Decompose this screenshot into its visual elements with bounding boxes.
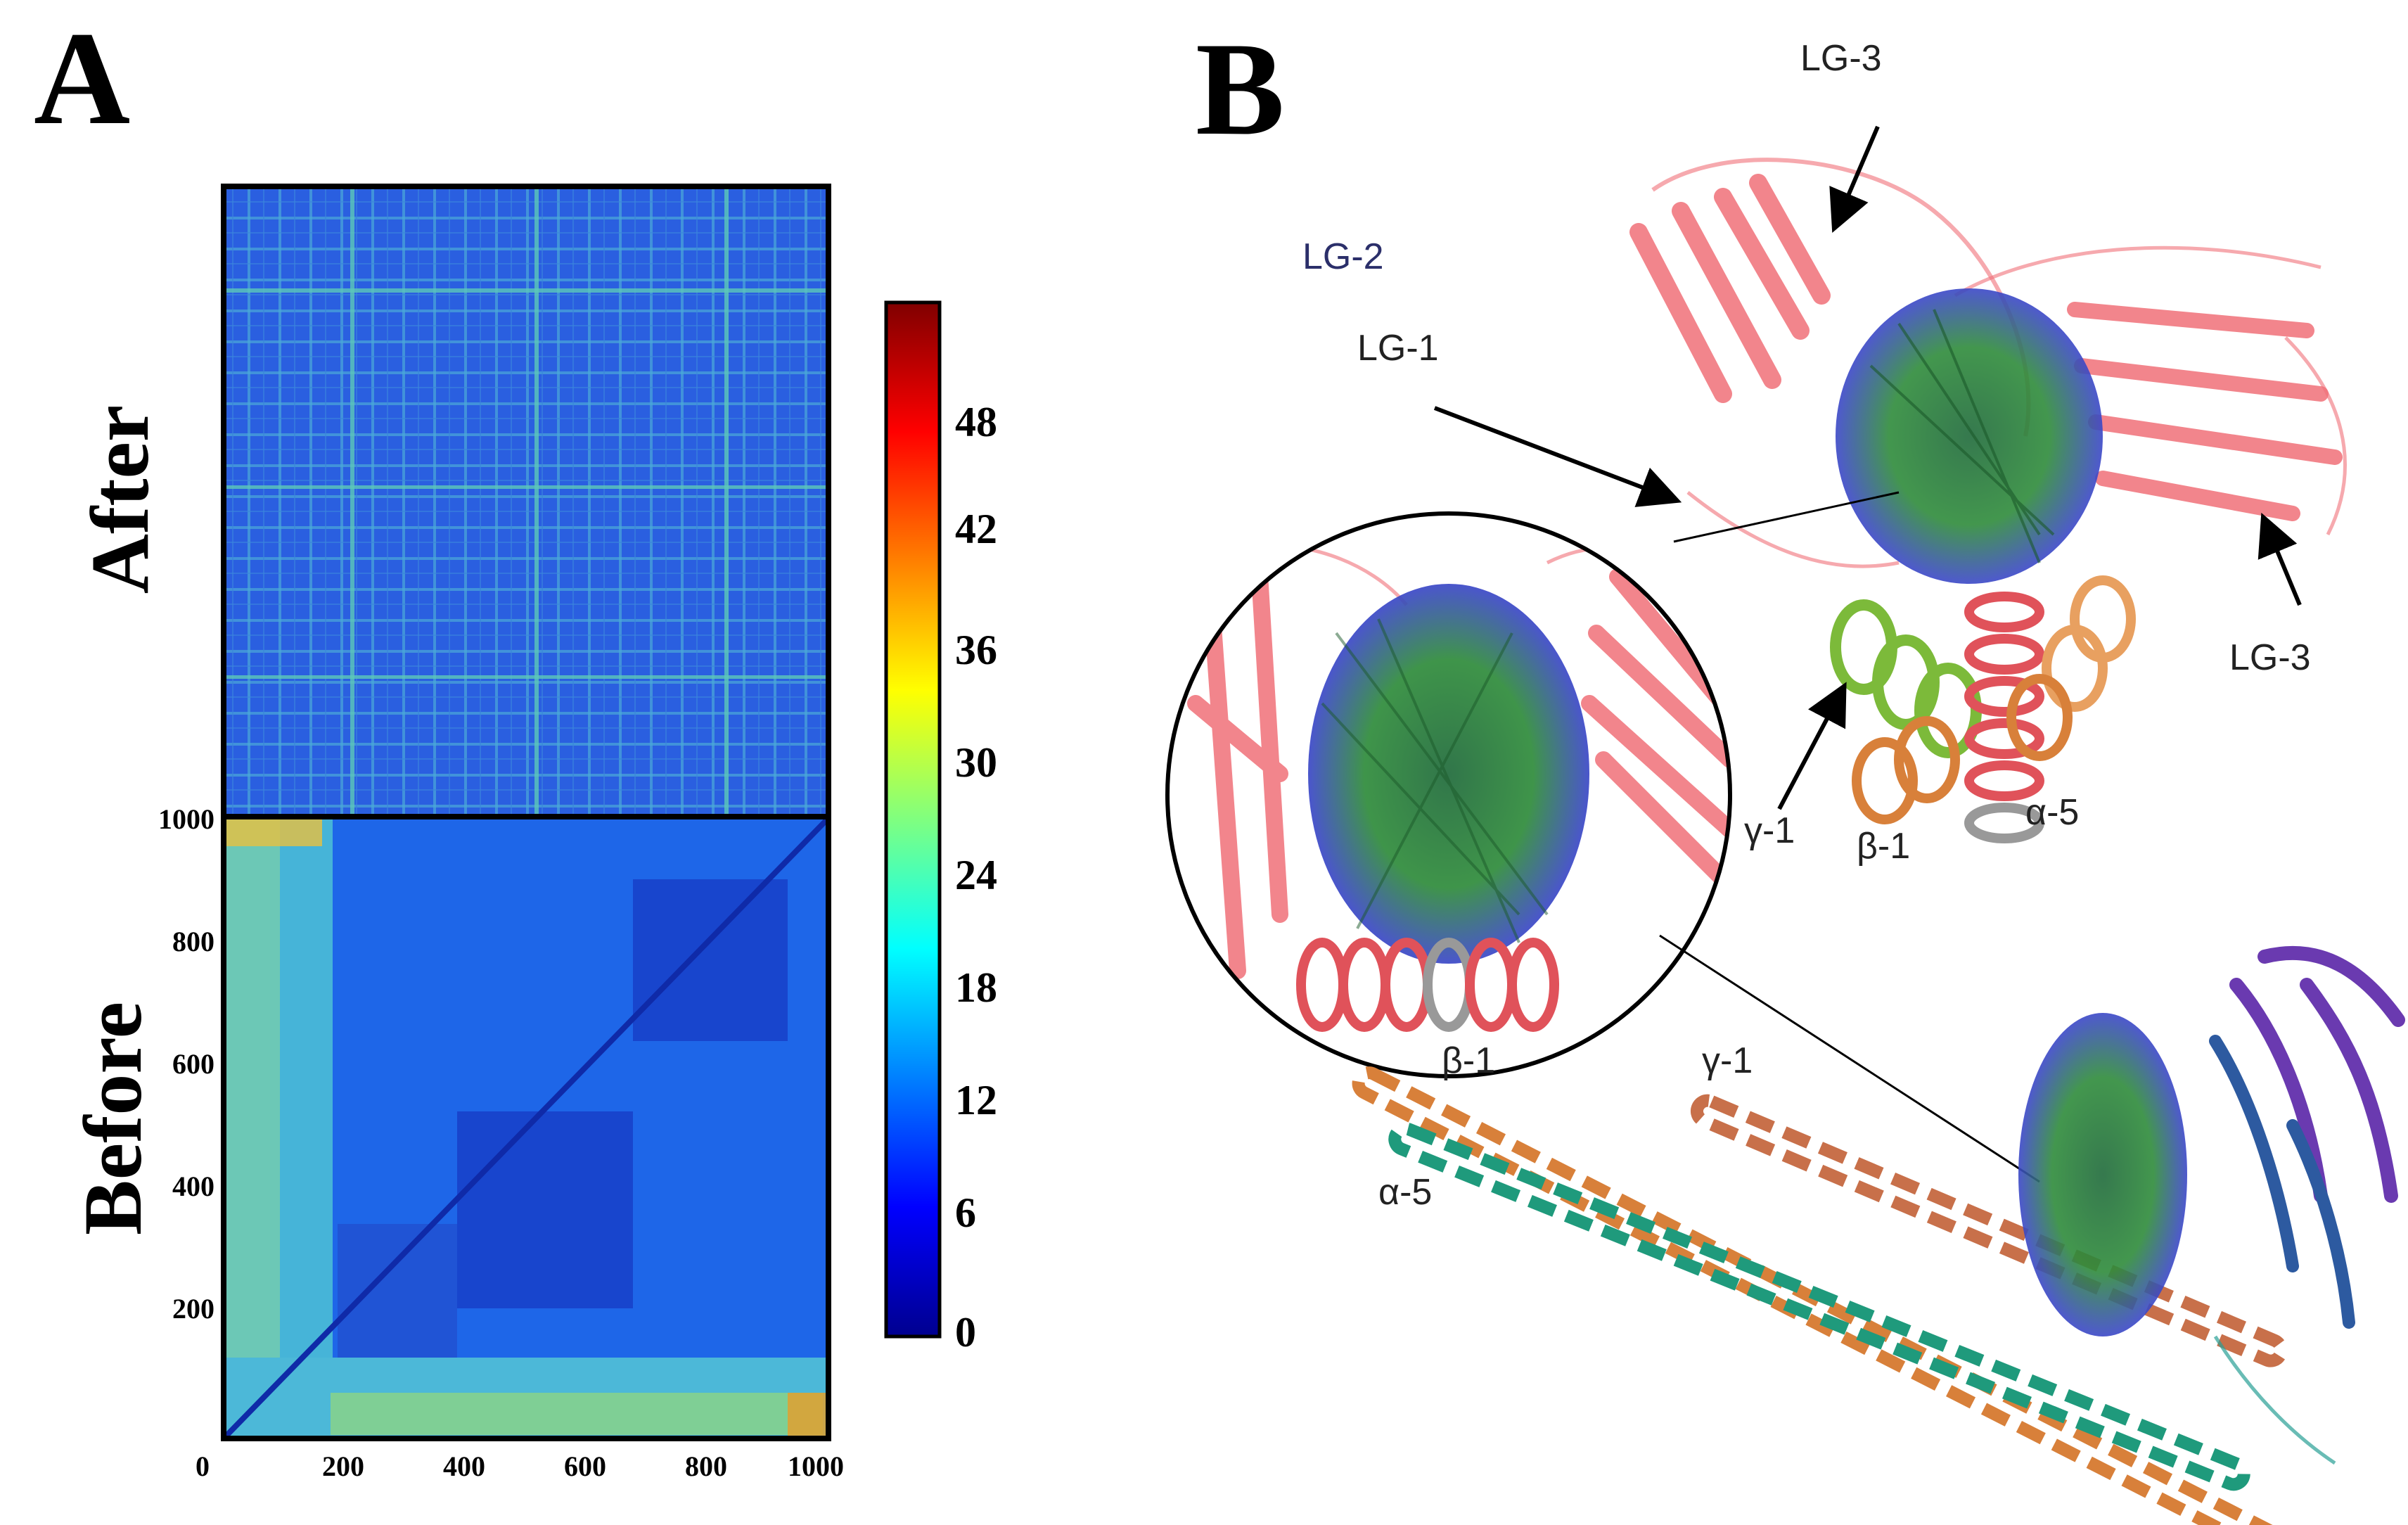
y-tick: 1000 xyxy=(158,803,214,835)
before-label: Before xyxy=(67,1002,159,1235)
label-gamma1-bottom: γ-1 xyxy=(1702,1040,1753,1081)
helix-long-1 xyxy=(1352,1066,2307,1525)
y-tick: 200 xyxy=(172,1293,214,1325)
colorbar-tick: 42 xyxy=(955,506,997,552)
x-tick: 200 xyxy=(322,1450,364,1482)
ligand-mesh-top xyxy=(1836,288,2103,584)
zoom-inset xyxy=(1165,491,2040,1183)
helix-long-3 xyxy=(1690,1094,2288,1367)
colorbar: 48 42 36 30 24 18 12 6 0 xyxy=(884,300,997,1355)
panel-a-letter: A xyxy=(34,5,130,153)
bottom-structure xyxy=(1352,945,2405,1525)
y-tick: 800 xyxy=(172,926,214,957)
x-tick: 800 xyxy=(685,1450,727,1482)
colorbar-tick: 18 xyxy=(955,964,997,1011)
helix-inset xyxy=(1296,938,1559,1032)
annotation-arrows xyxy=(1433,125,2302,810)
y-axis-ticks: 1000 800 600 400 200 xyxy=(158,803,214,1325)
label-beta1-bottom: β-1 xyxy=(1442,1040,1495,1081)
y-tick: 400 xyxy=(172,1170,214,1202)
heatmap-before xyxy=(222,816,831,1441)
helix-long-2 xyxy=(1388,1122,2250,1491)
label-lg3-top: LG-3 xyxy=(1800,38,1882,79)
colorbar-tick: 12 xyxy=(955,1077,997,1123)
heatmap-after xyxy=(224,186,828,815)
panel-b-letter: B xyxy=(1196,15,1285,163)
x-tick: 0 xyxy=(196,1450,210,1482)
label-gamma1-top: γ-1 xyxy=(1744,810,1795,851)
label-lg1: LG-1 xyxy=(1357,328,1439,369)
x-tick: 600 xyxy=(564,1450,606,1482)
colorbar-tick: 0 xyxy=(955,1309,976,1355)
helix-alpha-top xyxy=(1964,592,2044,843)
colorbar-tick: 48 xyxy=(955,399,997,445)
top-structure xyxy=(1629,158,2347,843)
colorbar-tick: 36 xyxy=(955,627,997,673)
x-axis-ticks: 0 200 400 600 800 1000 xyxy=(196,1450,844,1482)
after-label: After xyxy=(74,405,166,594)
colorbar-tick: 30 xyxy=(955,739,997,786)
heatmap-frame xyxy=(221,184,831,1441)
x-tick: 400 xyxy=(443,1450,485,1482)
label-alpha5-top: α-5 xyxy=(2025,792,2079,833)
label-beta1-top: β-1 xyxy=(1857,826,1910,867)
ligand-mesh-inset xyxy=(1308,584,1589,964)
label-lg3-right: LG-3 xyxy=(2229,637,2311,678)
ligand-mesh-bottom xyxy=(2018,1013,2187,1336)
x-tick: 1000 xyxy=(788,1450,844,1482)
helix-beta-top xyxy=(1852,575,2136,824)
label-lg2: LG-2 xyxy=(1302,236,1384,277)
colorbar-tick: 24 xyxy=(955,852,997,898)
colorbar-tick: 6 xyxy=(955,1189,976,1236)
label-alpha5-bottom: α-5 xyxy=(1378,1172,1432,1213)
y-tick: 600 xyxy=(172,1048,214,1080)
